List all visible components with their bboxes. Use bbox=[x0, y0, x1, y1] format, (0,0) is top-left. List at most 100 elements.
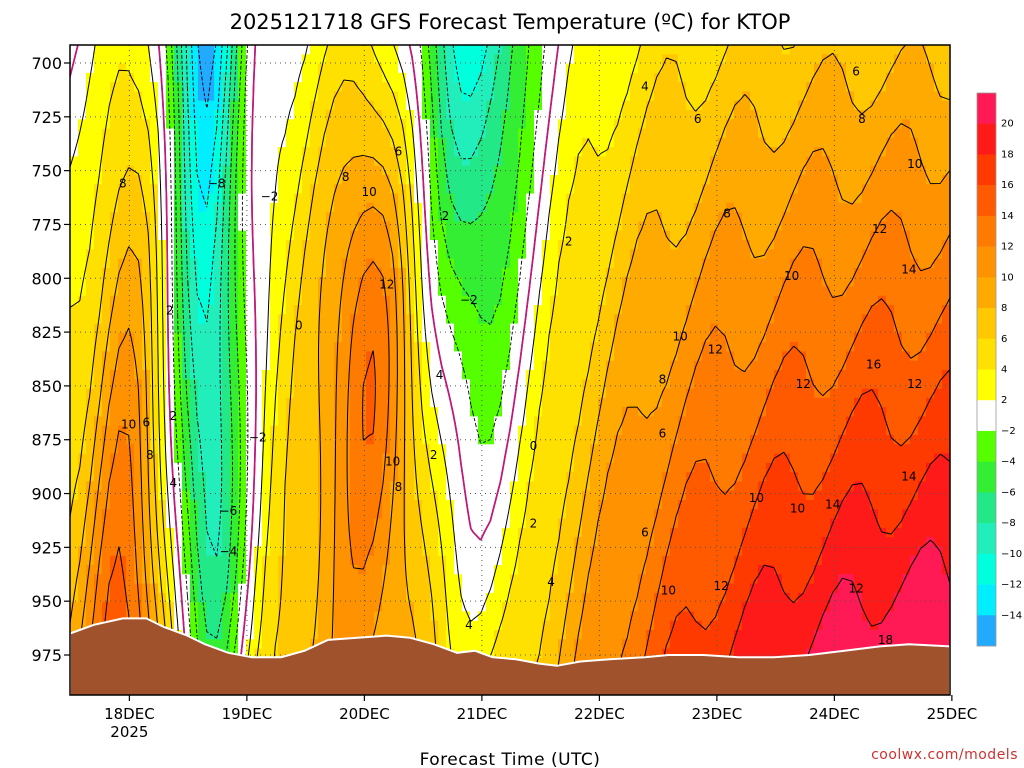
temperature-cell bbox=[622, 305, 631, 315]
temperature-cell bbox=[70, 72, 79, 83]
temperature-cell bbox=[374, 230, 383, 241]
temperature-cell bbox=[606, 249, 615, 260]
temperature-cell bbox=[134, 240, 143, 250]
temperature-cell bbox=[566, 509, 575, 520]
temperature-cell bbox=[406, 351, 415, 362]
temperature-cell bbox=[382, 332, 391, 343]
temperature-cell bbox=[566, 342, 575, 353]
temperature-cell bbox=[198, 91, 207, 102]
temperature-cell bbox=[206, 472, 215, 483]
temperature-cell bbox=[558, 639, 567, 650]
temperature-cell bbox=[270, 611, 279, 622]
temperature-cell bbox=[510, 323, 519, 334]
temperature-cell bbox=[262, 537, 271, 548]
temperature-cell bbox=[182, 267, 191, 278]
temperature-cell bbox=[582, 500, 591, 510]
temperature-cell bbox=[550, 286, 559, 297]
temperature-cell bbox=[78, 147, 87, 158]
temperature-cell bbox=[102, 453, 111, 464]
temperature-cell bbox=[278, 110, 287, 120]
temperature-cell bbox=[86, 425, 95, 436]
temperature-cell bbox=[414, 370, 423, 380]
temperature-cell bbox=[150, 537, 159, 548]
temperature-cell bbox=[102, 583, 111, 594]
temperature-cell bbox=[350, 527, 359, 538]
temperature-cell bbox=[318, 110, 327, 120]
temperature-cell bbox=[558, 305, 567, 315]
temperature-cell bbox=[294, 156, 303, 167]
temperature-cell bbox=[542, 110, 551, 120]
temperature-cell bbox=[630, 305, 639, 315]
temperature-cell bbox=[382, 156, 391, 167]
temperature-cell bbox=[174, 444, 183, 455]
temperature-cell bbox=[366, 110, 375, 120]
temperature-cell bbox=[134, 72, 143, 83]
temperature-cell bbox=[494, 592, 503, 603]
temperature-cell bbox=[502, 611, 511, 622]
temperature-cell bbox=[222, 555, 231, 566]
temperature-cell bbox=[454, 351, 463, 362]
temperature-cell bbox=[366, 546, 375, 557]
temperature-cell bbox=[422, 546, 431, 557]
temperature-cell bbox=[446, 425, 455, 436]
temperature-cell bbox=[214, 537, 223, 548]
temperature-cell bbox=[430, 147, 439, 158]
temperature-cell bbox=[270, 240, 279, 250]
temperature-cell bbox=[422, 462, 431, 473]
temperature-cell bbox=[422, 91, 431, 102]
temperature-cell bbox=[94, 193, 103, 204]
temperature-cell bbox=[446, 500, 455, 510]
temperature-cell bbox=[142, 472, 151, 483]
temperature-cell bbox=[126, 156, 135, 167]
temperature-cell bbox=[342, 156, 351, 167]
temperature-cell bbox=[358, 267, 367, 278]
temperature-cell bbox=[198, 295, 207, 306]
temperature-cell bbox=[438, 323, 447, 334]
temperature-cell bbox=[446, 388, 455, 399]
temperature-cell bbox=[294, 630, 303, 640]
temperature-cell bbox=[286, 305, 295, 315]
temperature-cell bbox=[630, 481, 639, 492]
temperature-cell bbox=[126, 305, 135, 315]
temperature-cell bbox=[446, 462, 455, 473]
temperature-cell bbox=[222, 639, 231, 650]
temperature-cell bbox=[486, 82, 495, 93]
temperature-cell bbox=[86, 379, 95, 390]
temperature-cell bbox=[502, 221, 511, 232]
temperature-cell bbox=[462, 630, 471, 640]
temperature-cell bbox=[486, 110, 495, 120]
temperature-cell bbox=[134, 509, 143, 520]
temperature-cell bbox=[422, 119, 431, 130]
temperature-cell bbox=[350, 72, 359, 83]
temperature-cell bbox=[430, 397, 439, 408]
temperature-cell bbox=[638, 45, 647, 55]
temperature-cell bbox=[342, 277, 351, 288]
temperature-cell bbox=[118, 388, 127, 399]
temperature-cell bbox=[270, 137, 279, 148]
temperature-cell bbox=[366, 360, 375, 371]
temperature-cell bbox=[86, 249, 95, 260]
temperature-cell bbox=[486, 555, 495, 566]
temperature-cell bbox=[174, 165, 183, 176]
temperature-cell bbox=[542, 657, 551, 668]
temperature-cell bbox=[222, 305, 231, 315]
temperature-cell bbox=[158, 527, 167, 538]
temperature-cell bbox=[334, 592, 343, 603]
temperature-cell bbox=[302, 351, 311, 362]
temperature-cell bbox=[358, 351, 367, 362]
temperature-cell bbox=[590, 221, 599, 232]
temperature-cell bbox=[574, 100, 583, 111]
temperature-cell bbox=[478, 267, 487, 278]
temperature-cell bbox=[382, 416, 391, 427]
temperature-cell bbox=[318, 481, 327, 492]
temperature-cell bbox=[382, 323, 391, 334]
temperature-cell bbox=[446, 212, 455, 223]
temperature-cell bbox=[462, 444, 471, 455]
temperature-cell bbox=[190, 620, 199, 631]
temperature-cell bbox=[446, 267, 455, 278]
temperature-cell bbox=[110, 444, 119, 455]
temperature-cell bbox=[622, 137, 631, 148]
temperature-cell bbox=[542, 221, 551, 232]
temperature-cell bbox=[166, 193, 175, 204]
temperature-cell bbox=[190, 388, 199, 399]
